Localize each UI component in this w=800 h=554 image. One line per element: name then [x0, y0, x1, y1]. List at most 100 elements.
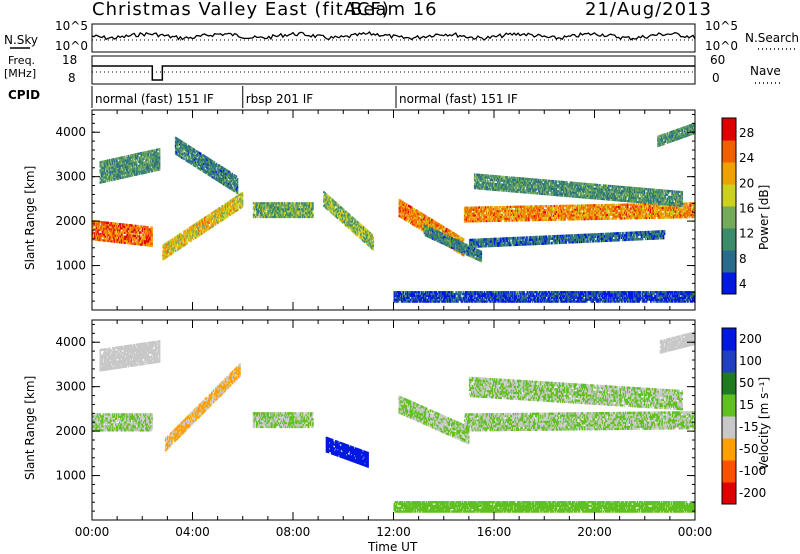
echo-cell [473, 247, 475, 250]
echo-cell [137, 169, 139, 172]
echo-cell [470, 206, 472, 209]
echo-cell [449, 245, 452, 249]
echo-cell [153, 167, 156, 170]
echo-cell [472, 248, 474, 251]
echo-cell [268, 202, 270, 205]
echo-cell [551, 216, 554, 219]
echo-cell [517, 219, 519, 222]
echo-cell [144, 227, 146, 231]
echo-cell [463, 216, 466, 219]
echo-cell [210, 224, 212, 227]
echo-cell [284, 210, 286, 213]
echo-cell [259, 210, 261, 213]
echo-cell [343, 210, 345, 213]
echo-cell [224, 207, 226, 210]
echo-cell [213, 177, 216, 180]
echo-cell [225, 178, 227, 181]
echo-cell [152, 157, 155, 160]
echo-cell [276, 206, 279, 209]
echo-cell [141, 162, 143, 165]
echo-cell [213, 169, 216, 172]
echo-cell [206, 158, 208, 161]
echo-cell [198, 233, 201, 237]
echo-cell [179, 245, 181, 248]
echo-cell [99, 234, 101, 238]
echo-cell [202, 220, 204, 223]
echo-cell [124, 157, 127, 160]
echo-cell [418, 223, 421, 226]
echo-cell [434, 231, 436, 234]
echo-cell [123, 231, 125, 234]
echo-cell [113, 170, 115, 173]
echo-cell [103, 221, 105, 224]
echo-cell [174, 247, 177, 251]
echo-cell [346, 223, 348, 226]
echo-cell [581, 206, 583, 209]
echo-cell [134, 236, 137, 240]
echo-cell [200, 156, 202, 159]
echo-cell [164, 254, 166, 257]
echo-cell [203, 170, 205, 173]
echo-cell [489, 215, 491, 219]
echo-cell [484, 219, 487, 223]
echo-cell [112, 168, 114, 171]
echo-cell [119, 166, 121, 170]
echo-cell [311, 210, 313, 213]
echo-cell [521, 211, 523, 214]
echo-cell [94, 228, 96, 231]
echo-cell [554, 214, 557, 217]
echo-cell [445, 238, 448, 241]
echo-cell [193, 229, 196, 232]
echo-cell [147, 244, 149, 247]
echo-cell [178, 154, 180, 157]
echo-cell [211, 164, 214, 167]
echo-cell [138, 166, 140, 170]
echo-cell [193, 235, 196, 238]
echo-cell [485, 210, 488, 213]
echo-cell [401, 208, 404, 212]
echo-cell [261, 206, 263, 209]
echo-cell [549, 207, 552, 210]
echo-cell [286, 204, 288, 207]
echo-cell [176, 139, 178, 142]
echo-cell [547, 214, 550, 218]
plot-title: Christmas Valley East (fitACF) [92, 0, 390, 20]
echo-cell [254, 208, 257, 211]
echo-cell [546, 207, 549, 210]
echo-cell [148, 166, 150, 169]
echo-cell [332, 207, 335, 210]
echo-cell [415, 215, 418, 218]
echo-cell [283, 211, 285, 215]
echo-cell [354, 220, 357, 224]
echo-cell [340, 216, 343, 219]
echo-cell [455, 248, 457, 251]
echo-cell [219, 218, 222, 221]
echo-cell [145, 161, 147, 164]
echo-cell [204, 157, 206, 160]
echo-cell [293, 202, 295, 205]
echo-cell [211, 211, 213, 215]
echo-cell [362, 232, 365, 235]
echo-cell [104, 178, 107, 181]
echo-cell [273, 202, 276, 205]
echo-cell [190, 148, 193, 151]
echo-cell [303, 210, 306, 213]
echo-cell [157, 154, 160, 157]
echo-cell [402, 217, 405, 220]
echo-cell [371, 233, 373, 236]
echo-cell [307, 210, 310, 213]
echo-cell [206, 156, 208, 160]
echo-cell [141, 170, 143, 173]
echo-cell [520, 207, 522, 210]
echo-cell [502, 217, 505, 220]
echo-cell [407, 206, 409, 209]
echo-cell [265, 204, 267, 207]
echo-cell [158, 148, 161, 151]
echo-cell [593, 210, 596, 213]
echo-cell [185, 231, 187, 234]
echo-cell [133, 173, 136, 177]
echo-cell [131, 164, 134, 167]
echo-cell [596, 215, 599, 219]
echo-cell [263, 208, 265, 211]
echo-cell [211, 160, 214, 163]
